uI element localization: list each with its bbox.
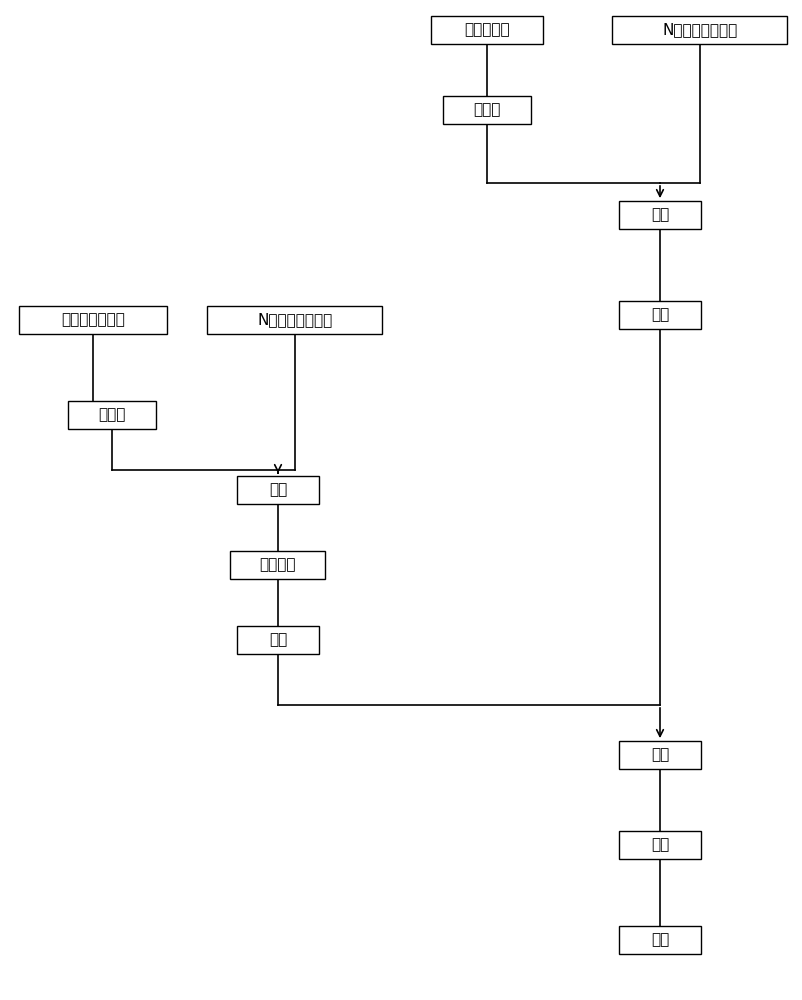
Text: 搅拌: 搅拌 bbox=[650, 208, 668, 223]
Text: 勃姆石粉体: 勃姆石粉体 bbox=[464, 22, 509, 37]
Text: 搅拌: 搅拌 bbox=[269, 483, 287, 497]
FancyBboxPatch shape bbox=[237, 626, 318, 654]
Text: 检查: 检查 bbox=[269, 633, 287, 648]
Text: 预处理: 预处理 bbox=[98, 408, 126, 422]
FancyBboxPatch shape bbox=[443, 96, 530, 124]
FancyBboxPatch shape bbox=[207, 306, 382, 334]
Text: 检查: 检查 bbox=[650, 308, 668, 322]
Text: 储存: 储存 bbox=[650, 932, 668, 948]
FancyBboxPatch shape bbox=[612, 16, 787, 44]
Text: N－甲基吡咯烷酮: N－甲基吡咯烷酮 bbox=[662, 22, 737, 37]
Text: 预处理: 预处理 bbox=[472, 103, 500, 117]
FancyBboxPatch shape bbox=[618, 831, 700, 859]
FancyBboxPatch shape bbox=[230, 551, 325, 579]
FancyBboxPatch shape bbox=[431, 16, 542, 44]
FancyBboxPatch shape bbox=[618, 301, 700, 329]
Text: N－甲基吡咯烷酮: N－甲基吡咯烷酮 bbox=[257, 312, 332, 328]
FancyBboxPatch shape bbox=[618, 201, 700, 229]
FancyBboxPatch shape bbox=[618, 926, 700, 954]
Text: 搅拌: 搅拌 bbox=[650, 748, 668, 762]
Text: 检查: 检查 bbox=[650, 838, 668, 852]
FancyBboxPatch shape bbox=[68, 401, 156, 429]
FancyBboxPatch shape bbox=[19, 306, 167, 334]
Text: 密封陈化: 密封陈化 bbox=[259, 558, 296, 572]
FancyBboxPatch shape bbox=[237, 476, 318, 504]
Text: 聚偏氟乙烯粉体: 聚偏氟乙烯粉体 bbox=[61, 312, 125, 328]
FancyBboxPatch shape bbox=[618, 741, 700, 769]
